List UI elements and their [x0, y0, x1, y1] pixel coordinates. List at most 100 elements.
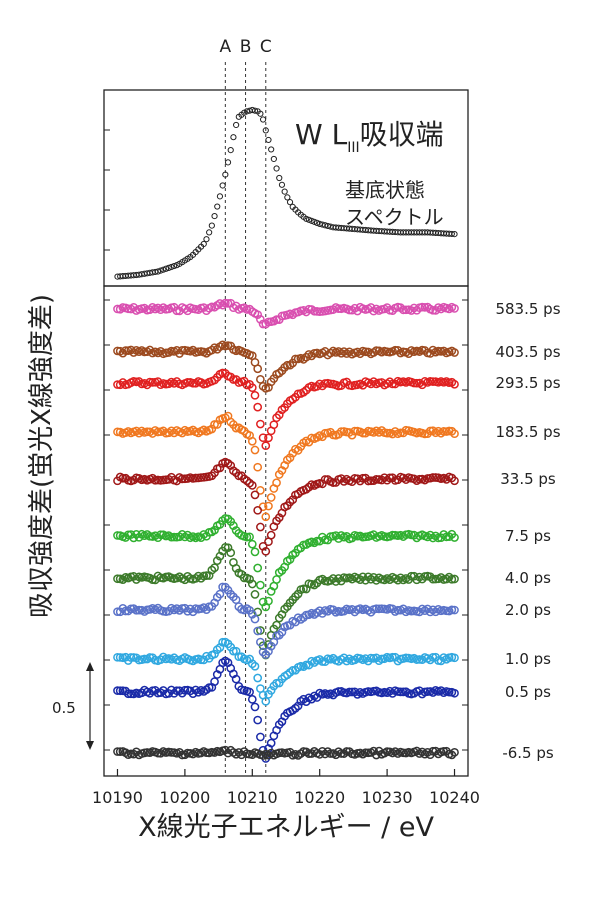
trace-point [342, 747, 352, 756]
trace-point [118, 473, 128, 483]
delay-label: 583.5 ps [495, 300, 560, 318]
ground-point [313, 219, 321, 226]
trace-point [226, 417, 236, 427]
ground-point [162, 265, 170, 272]
x-tick-label: 10230 [362, 788, 413, 807]
trace-point [258, 647, 268, 657]
trace-point [280, 604, 290, 614]
trace-point [450, 747, 459, 757]
trace-point [336, 427, 346, 436]
trace-point [272, 478, 281, 488]
trace-point [132, 605, 141, 615]
trace-point [388, 429, 397, 439]
trace-point [450, 533, 459, 542]
y-axis-label: 吸収強度差(蛍光X線強度差) [27, 294, 57, 618]
trace-point [247, 659, 257, 669]
delay-label: 33.5 ps [500, 470, 556, 488]
trace-point [347, 687, 357, 697]
trace-point [347, 533, 357, 543]
trace-point [250, 445, 260, 455]
trace-point [212, 420, 222, 429]
ground-point [268, 146, 275, 153]
ground-point [451, 231, 458, 238]
trace-point [261, 512, 271, 522]
x-tick-label: 10190 [92, 788, 143, 807]
trace-point [450, 304, 459, 313]
trace-point [450, 605, 459, 615]
ground-point [281, 188, 288, 195]
trace-point [207, 424, 217, 434]
trace-point [253, 310, 263, 320]
marker-label: A [220, 37, 232, 57]
trace-point [401, 305, 411, 315]
trace-point [423, 687, 432, 696]
trace-point [226, 548, 236, 558]
trace-point [212, 556, 222, 565]
delay-label: -6.5 ps [502, 744, 554, 762]
trace-point [450, 348, 459, 357]
trace-point [188, 378, 198, 388]
trace-point [417, 302, 427, 312]
trace-point [326, 749, 335, 758]
delay-label: 183.5 ps [495, 423, 560, 441]
trace-point [177, 530, 187, 539]
trace-point [334, 574, 343, 583]
trace-point [444, 687, 454, 697]
ground-point [208, 222, 215, 229]
ground-caption-1: 基底状態 [345, 178, 425, 202]
trace-point [266, 738, 276, 748]
trace-point [210, 420, 219, 429]
trace-point [347, 605, 357, 614]
trace-point [261, 546, 271, 556]
trace-point [355, 349, 365, 359]
trace-point [261, 441, 271, 451]
trace-point [285, 453, 295, 463]
trace-point [229, 521, 238, 531]
bottom-panel-frame [103, 285, 469, 777]
trace-point [415, 474, 424, 484]
trace-point [291, 592, 300, 601]
trace-point [250, 702, 260, 712]
trace-point [409, 530, 419, 540]
trace-point [121, 346, 130, 355]
trace-point [264, 596, 273, 606]
trace-point [447, 605, 457, 615]
trace-point [247, 383, 257, 393]
trace-point [156, 655, 165, 665]
trace-point [401, 653, 411, 663]
trace-point [345, 687, 354, 697]
trace-point [234, 652, 244, 662]
trace-point [444, 532, 454, 542]
trace-point [210, 563, 219, 573]
x-tick-label: 10240 [429, 788, 480, 807]
trace-point [393, 345, 403, 355]
ground-point [152, 268, 159, 276]
trace-point [223, 514, 233, 524]
trace-point [293, 589, 303, 599]
trace-point [253, 364, 263, 374]
trace-point [156, 530, 165, 540]
ground-point [157, 267, 164, 274]
trace-point [450, 476, 459, 486]
trace-point [247, 436, 257, 446]
x-tick-label: 10210 [227, 788, 278, 807]
ground-point [284, 194, 291, 201]
delay-labels: 583.5 ps 403.5 ps 293.5 ps 183.5 ps 33.5 ps 7… [495, 300, 560, 762]
x-tick-label: 10220 [294, 788, 345, 807]
trace-point [229, 646, 238, 656]
trace-point [266, 686, 276, 695]
ground-point [222, 171, 229, 178]
trace-point [137, 688, 147, 698]
ground-point [276, 174, 283, 182]
trace-point [382, 428, 392, 438]
ground-point [251, 107, 259, 114]
ground-point [249, 106, 256, 114]
trace-point [447, 426, 457, 436]
trace-point [371, 604, 381, 614]
ground-state-spectrum [114, 106, 458, 280]
trace-point [291, 354, 300, 364]
trace-point [318, 746, 327, 756]
trace-point [247, 481, 257, 490]
trace-point [366, 476, 376, 486]
ground-point [257, 110, 264, 117]
